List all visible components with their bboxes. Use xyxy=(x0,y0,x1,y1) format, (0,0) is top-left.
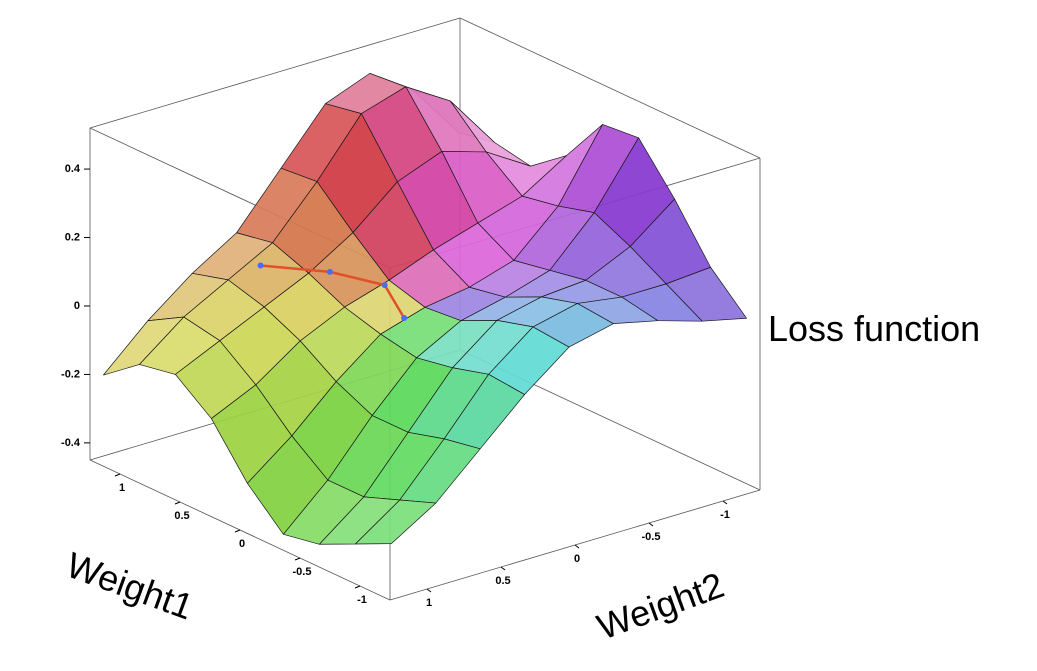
x-tick xyxy=(234,529,241,533)
z-tick-label: -0.2 xyxy=(61,368,80,380)
x-tick-label: 0 xyxy=(239,538,245,550)
z-axis-title: Loss function xyxy=(768,308,980,349)
y-tick-label: -0.5 xyxy=(642,531,661,543)
y-axis-title: Weight2 xyxy=(592,564,730,647)
x-tick-label: 0.5 xyxy=(174,510,189,522)
y-tick xyxy=(574,544,580,549)
x-tick-label: -0.5 xyxy=(293,566,312,578)
surface-cell xyxy=(355,499,437,545)
x-tick-label: 1 xyxy=(119,482,125,494)
y-tick xyxy=(500,566,506,571)
x-tick xyxy=(174,501,181,505)
x-tick-label: -1 xyxy=(357,594,367,606)
descent-point xyxy=(257,262,264,269)
overlay xyxy=(257,262,408,322)
x-axis-title: Weight1 xyxy=(61,544,199,627)
y-tick xyxy=(426,588,432,593)
descent-point xyxy=(401,315,408,322)
surface xyxy=(103,73,747,545)
x-tick xyxy=(294,557,301,561)
y-tick xyxy=(722,500,728,505)
box-edge xyxy=(459,17,761,159)
y-tick-label: -1 xyxy=(720,509,730,521)
z-tick-label: -0.4 xyxy=(61,437,81,449)
descent-path xyxy=(260,264,406,319)
x-tick xyxy=(114,473,121,477)
y-tick-label: 0.5 xyxy=(495,575,510,587)
y-tick-label: 0 xyxy=(574,553,580,565)
descent-point xyxy=(381,282,388,289)
y-tick-label: 1 xyxy=(426,597,432,609)
box-edge xyxy=(89,17,461,129)
descent-point xyxy=(326,268,333,275)
z-tick-label: 0 xyxy=(74,300,80,312)
z-tick-label: 0.2 xyxy=(65,231,80,243)
x-tick xyxy=(354,585,361,589)
y-tick xyxy=(648,522,654,527)
z-tick-label: 0.4 xyxy=(65,163,81,175)
